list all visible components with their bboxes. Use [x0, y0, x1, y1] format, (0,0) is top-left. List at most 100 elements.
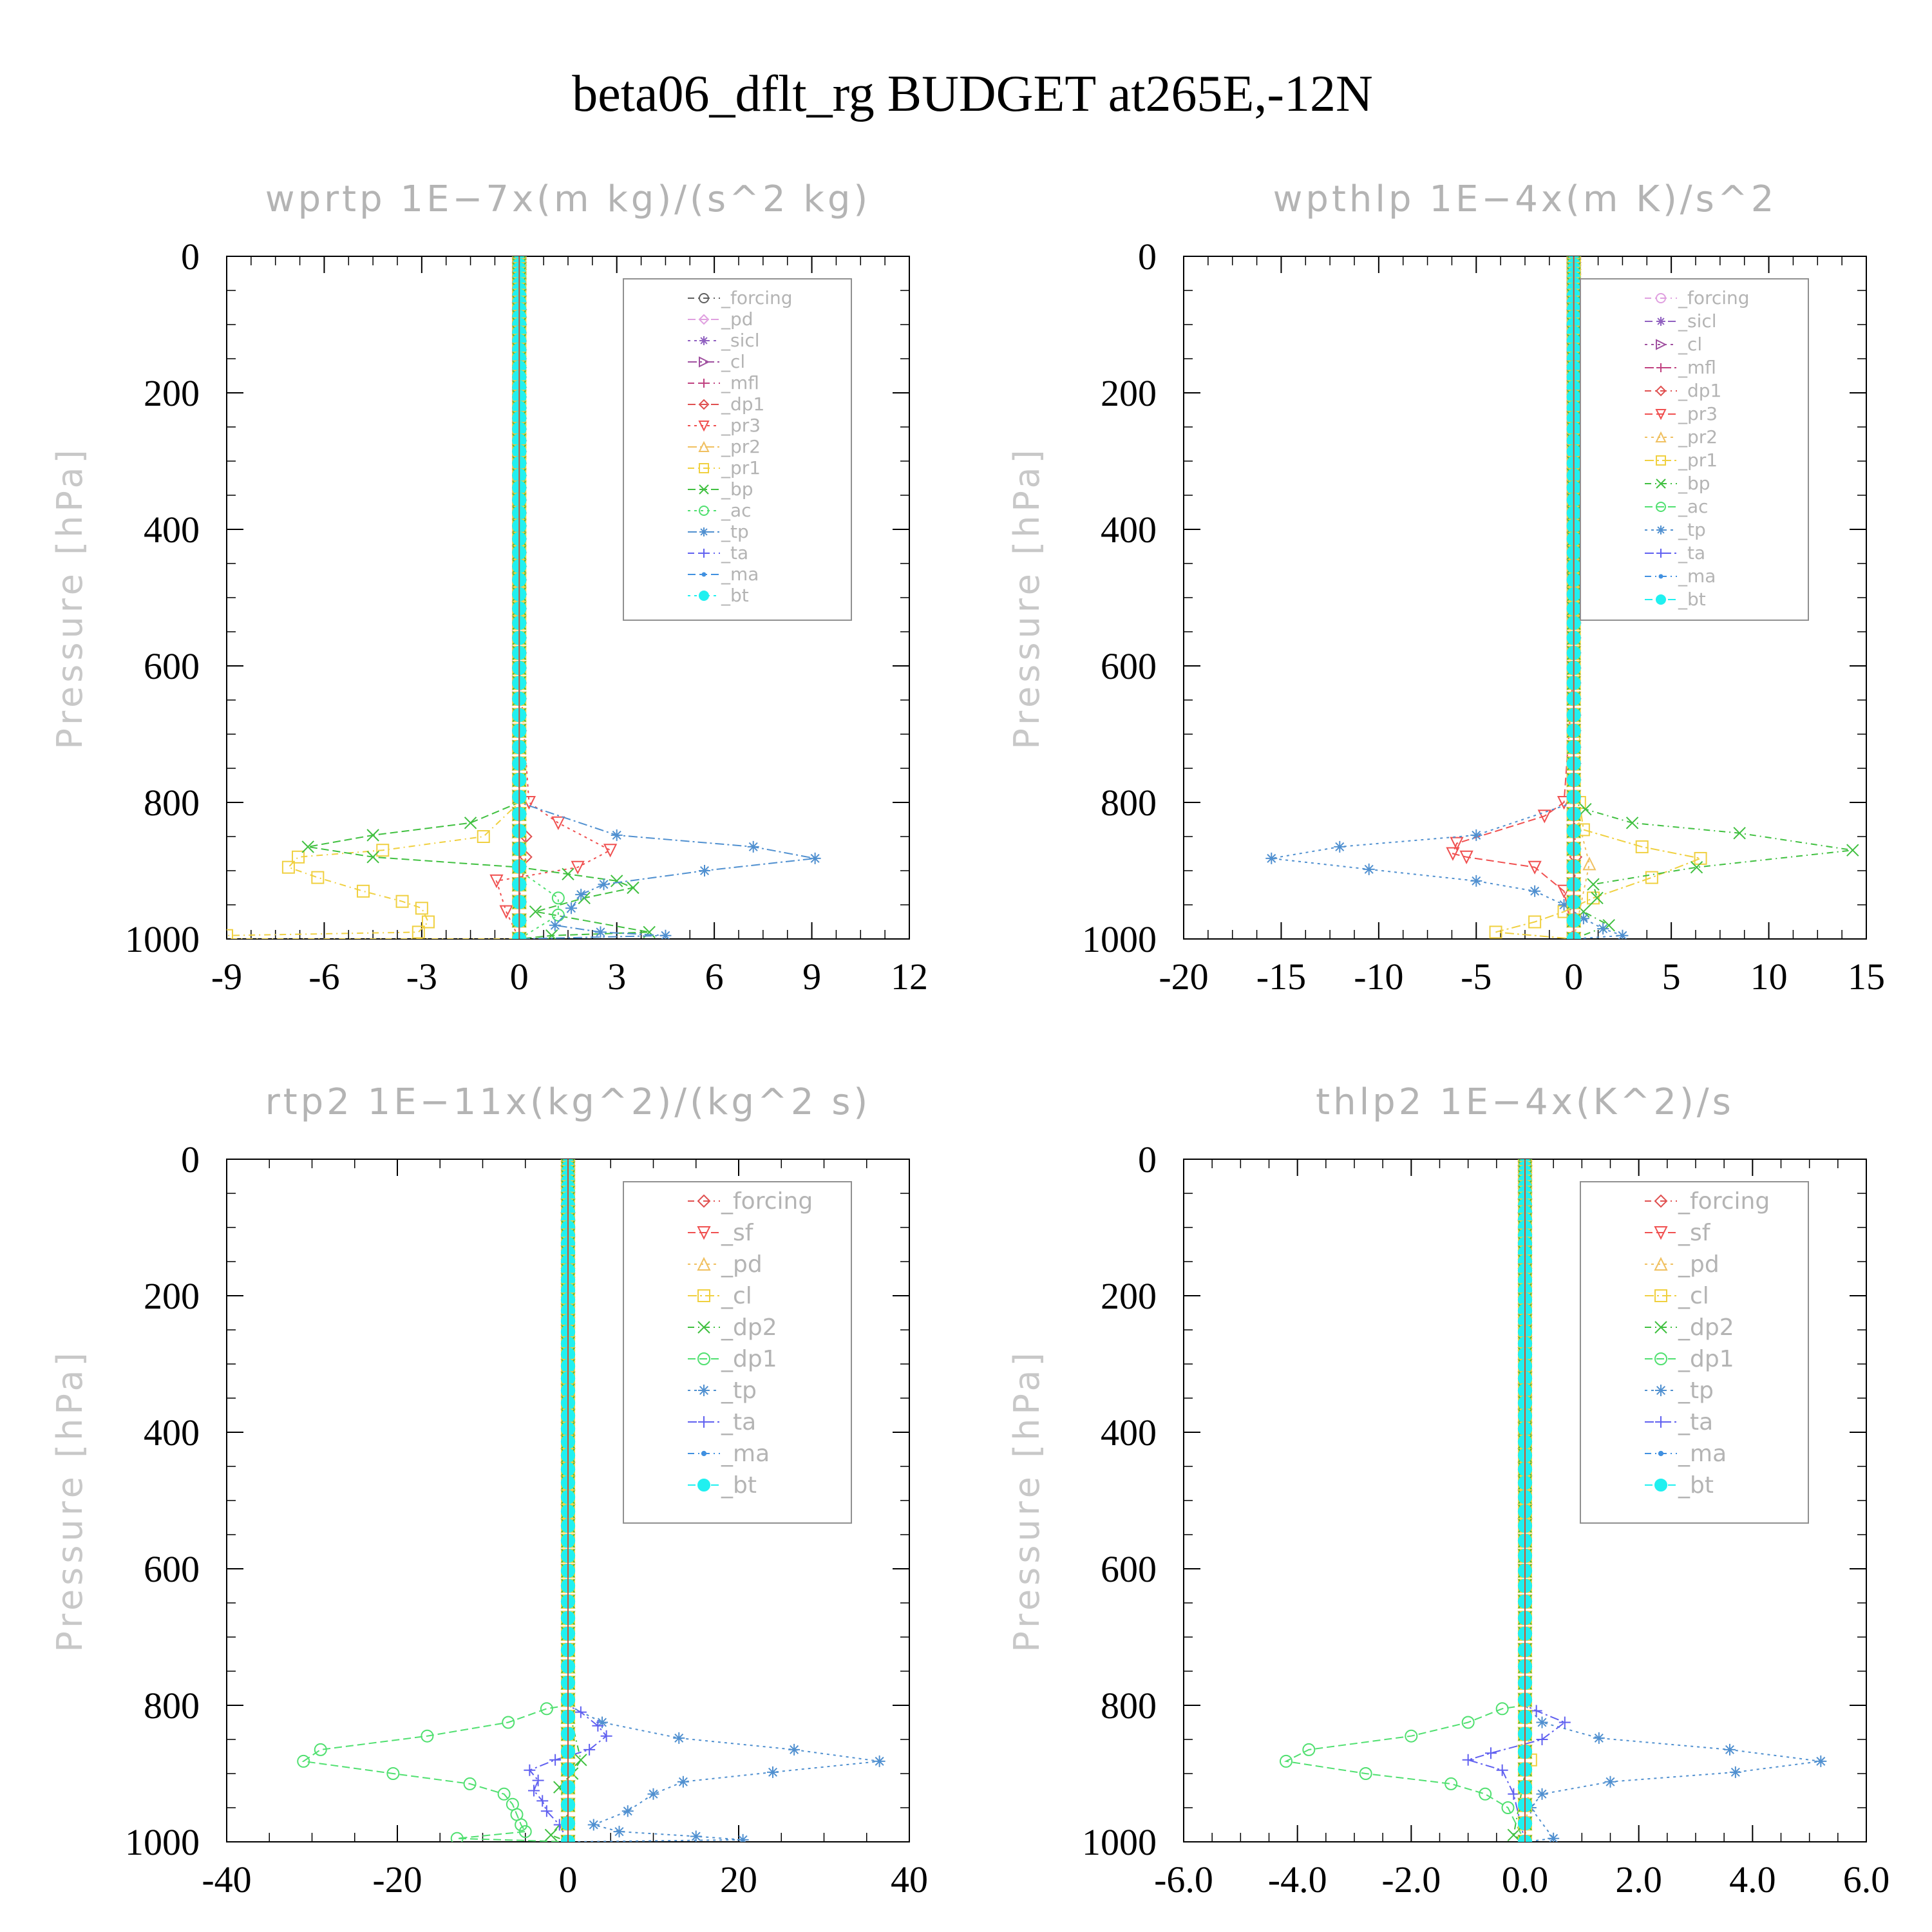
legend-label: _cl — [1678, 334, 1702, 355]
data-point — [1584, 858, 1595, 869]
legend-marker — [702, 1452, 706, 1455]
data-point — [788, 1744, 800, 1756]
legend-label: _forcing — [1678, 1188, 1770, 1215]
data-point — [810, 853, 821, 864]
y-tick-label: 0 — [1138, 236, 1157, 278]
legend: _forcing _sf _pd _cl _dp2 _dp1 _tp _ta _ma _bt — [1580, 1182, 1808, 1523]
series-line — [220, 256, 519, 939]
x-tick-label: 6 — [705, 956, 724, 998]
y-tick-label: 600 — [144, 645, 200, 687]
y-axis-label: Pressure [hPa] — [1007, 446, 1047, 749]
legend-label: _cl — [721, 1283, 752, 1309]
legend-label: _bt — [721, 1472, 757, 1499]
legend-label: _dp2 — [1678, 1314, 1734, 1341]
y-tick-label: 400 — [1101, 509, 1157, 551]
legend-label: _sf — [721, 1220, 754, 1246]
data-point — [1605, 1776, 1616, 1788]
legend-label: _pd — [1678, 1251, 1719, 1278]
y-tick-label: 800 — [144, 1685, 200, 1727]
data-point — [605, 844, 616, 856]
chart-panel-4: thlp2 1E−4x(K^2)/sPressure [hPa]-6.0 -4.0… — [1007, 1081, 1889, 1900]
data-point — [699, 865, 710, 876]
x-tick-label: 9 — [802, 956, 821, 998]
legend-label: _mfl — [721, 372, 759, 393]
data-point — [1815, 1756, 1826, 1767]
legend-label: _mfl — [1678, 357, 1716, 378]
data-point — [1537, 1788, 1548, 1800]
data-point — [1334, 841, 1345, 853]
legend-label: _dp1 — [1678, 1346, 1734, 1372]
series_pr3 — [491, 256, 616, 939]
data-point — [627, 882, 639, 894]
x-tick-label: 4.0 — [1729, 1859, 1776, 1900]
data-point — [601, 1730, 612, 1742]
legend-label: _ac — [721, 500, 752, 521]
legend-label: _pr3 — [721, 415, 761, 436]
legend-label: _tp — [721, 521, 749, 542]
data-point — [690, 1831, 702, 1842]
data-point — [416, 902, 428, 914]
x-tick-label: 0 — [559, 1859, 578, 1900]
y-tick-label: 800 — [1101, 782, 1157, 824]
data-point — [874, 1756, 886, 1767]
x-tick-label: 0 — [510, 956, 529, 998]
x-tick-label: 5 — [1662, 956, 1681, 998]
legend-label: _bt — [1678, 589, 1706, 610]
x-tick-label: -9 — [211, 956, 242, 998]
data-point — [1730, 1766, 1741, 1778]
data-point — [588, 1819, 600, 1831]
data-point — [598, 878, 610, 890]
legend-label: _dp1 — [721, 393, 764, 415]
y-tick-label: 1000 — [1082, 1821, 1157, 1863]
legend-marker — [1656, 526, 1665, 535]
legend-label: _sicl — [721, 330, 760, 351]
x-tick-label: 40 — [891, 1859, 928, 1900]
legend-label: _pd — [721, 1251, 762, 1278]
legend-marker — [699, 336, 708, 345]
chart-panel-1: wprtp 1E−7x(m kg)/(s^2 kg)Pressure [hPa]… — [50, 178, 928, 998]
data-point — [767, 1766, 779, 1778]
y-axis-label: Pressure [hPa] — [50, 1349, 90, 1652]
figure-title: beta06_dflt_rg BUDGET at265E,-12N — [572, 66, 1373, 122]
data-point — [614, 1826, 625, 1837]
data-point — [594, 926, 606, 938]
x-tick-label: -4.0 — [1268, 1859, 1327, 1900]
data-point — [1363, 864, 1375, 875]
data-point — [737, 1834, 749, 1846]
legend: _forcing_pd_sicl_cl_mfl_dp1_pr3_pr2_pr1_… — [623, 279, 851, 620]
legend-marker — [1656, 317, 1665, 326]
data-point — [1597, 923, 1609, 934]
y-tick-label: 200 — [1101, 1275, 1157, 1317]
legend-label: _dp1 — [721, 1346, 777, 1372]
x-tick-label: -6 — [308, 956, 339, 998]
x-tick-label: -20 — [372, 1859, 422, 1900]
data-point — [1593, 1732, 1605, 1744]
x-tick-label: 10 — [1750, 956, 1788, 998]
y-tick-label: 400 — [1101, 1412, 1157, 1454]
legend-label: _ta — [1678, 1409, 1713, 1435]
legend-marker — [698, 1385, 710, 1396]
y-tick-label: 800 — [144, 782, 200, 824]
x-tick-label: -5 — [1461, 956, 1492, 998]
x-tick-label: -2.0 — [1381, 1859, 1441, 1900]
data-point — [1559, 1717, 1571, 1728]
legend-label: _ma — [721, 1441, 770, 1467]
series-line — [303, 1159, 568, 1842]
legend-label: _cl — [1678, 1283, 1709, 1309]
series_bp — [302, 256, 655, 942]
data-point — [553, 892, 564, 904]
x-tick-label: 2.0 — [1615, 1859, 1662, 1900]
legend-label: _dp1 — [1678, 380, 1721, 401]
legend-label: _ma — [721, 564, 759, 585]
data-point — [1695, 853, 1707, 864]
data-point — [545, 1829, 557, 1841]
legend-marker — [1656, 595, 1665, 604]
chart-panel-3: rtp2 1E−11x(kg^2)/(kg^2 s)Pressure [hPa]… — [50, 1081, 928, 1900]
y-tick-label: 1000 — [125, 1821, 200, 1863]
y-axis-label: Pressure [hPa] — [1007, 1349, 1047, 1652]
data-point — [673, 1732, 685, 1744]
series_dp1 — [298, 1159, 568, 1844]
data-point — [1470, 875, 1482, 887]
data-point — [575, 889, 587, 900]
legend-marker — [703, 573, 706, 576]
